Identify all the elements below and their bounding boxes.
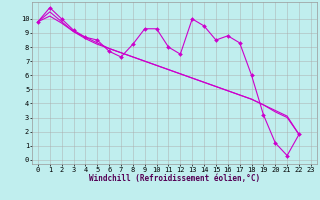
X-axis label: Windchill (Refroidissement éolien,°C): Windchill (Refroidissement éolien,°C) (89, 174, 260, 183)
